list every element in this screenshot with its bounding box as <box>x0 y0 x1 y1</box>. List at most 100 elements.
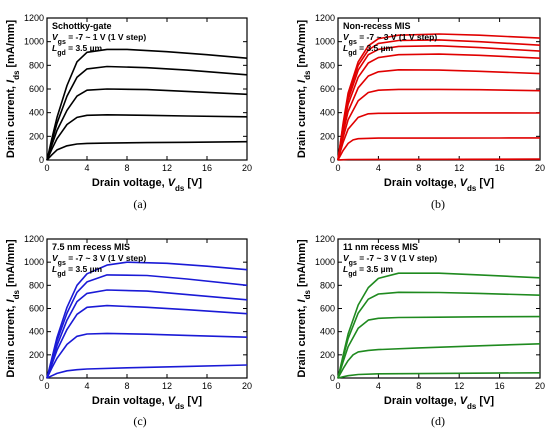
y-tick-label: 200 <box>320 350 335 360</box>
x-tick-label: 8 <box>124 163 129 173</box>
y-tick-label: 1000 <box>315 257 335 267</box>
y-tick-label: 600 <box>29 304 44 314</box>
series-line-2 <box>337 343 541 379</box>
y-tick-label: 0 <box>39 373 44 383</box>
device-label: 11 nm recess MIS <box>343 242 418 252</box>
x-tick-label: 12 <box>454 163 464 173</box>
vgs-range-label: Vgs = -7 ~ 1 V (1 V step) <box>52 32 146 46</box>
x-tick-label: 12 <box>454 381 464 391</box>
x-axis-label: Drain voltage, Vds [V] <box>92 395 203 411</box>
y-tick-label: 0 <box>39 155 44 165</box>
y-tick-label: 1200 <box>315 13 335 23</box>
series-line-6 <box>46 261 248 379</box>
series-line-4 <box>337 88 541 161</box>
series-line-3 <box>337 315 541 379</box>
y-tick-label: 600 <box>320 84 335 94</box>
y-tick-label: 1000 <box>24 257 44 267</box>
device-label: 7.5 nm recess MIS <box>52 242 130 252</box>
panel-caption: (d) <box>431 414 445 428</box>
x-axis-label: Drain voltage, Vds [V] <box>384 177 495 193</box>
series-line-1 <box>46 140 248 161</box>
x-tick-label: 16 <box>495 163 505 173</box>
x-tick-label: 0 <box>335 163 340 173</box>
y-tick-label: 200 <box>320 131 335 141</box>
y-tick-label: 800 <box>29 280 44 290</box>
series-line-1 <box>46 364 248 379</box>
x-tick-label: 20 <box>242 163 252 173</box>
lgd-label: Lgd = 3.5 µm <box>343 264 394 278</box>
panel-b: 0 4 8 12 16 20020040060080010001200Non-recess… <box>296 13 545 211</box>
lgd-label: Lgd = 3.5 µm <box>343 43 394 57</box>
y-tick-label: 1200 <box>24 13 44 23</box>
x-tick-label: 20 <box>242 381 252 391</box>
x-tick-label: 0 <box>335 381 340 391</box>
series-line-3 <box>337 112 541 161</box>
series-line-4 <box>46 65 248 161</box>
series-line-3 <box>46 88 248 161</box>
series-line-8 <box>337 39 541 161</box>
panel-caption: (b) <box>431 197 445 211</box>
y-tick-label: 0 <box>330 155 335 165</box>
series-line-4 <box>46 289 248 379</box>
device-label: Schottky-gate <box>52 21 112 31</box>
x-tick-label: 0 <box>44 381 49 391</box>
series-line-5 <box>337 272 541 379</box>
y-tick-label: 600 <box>320 304 335 314</box>
y-tick-label: 200 <box>29 350 44 360</box>
x-tick-label: 20 <box>535 381 545 391</box>
series-line-4 <box>337 291 541 379</box>
x-tick-label: 0 <box>44 163 49 173</box>
series-line-2 <box>46 114 248 161</box>
y-axis-label: Drain current, Ids [mA/mm] <box>5 20 21 159</box>
y-tick-label: 400 <box>29 108 44 118</box>
y-tick-label: 800 <box>320 60 335 70</box>
series-line-2 <box>337 137 541 161</box>
series-line-3 <box>46 304 248 379</box>
y-tick-label: 400 <box>320 327 335 337</box>
vgs-range-label: Vgs = -7 ~ 3 V (1 V step) <box>343 32 437 46</box>
x-tick-label: 4 <box>376 163 381 173</box>
x-tick-label: 8 <box>416 163 421 173</box>
vgs-range-label: Vgs = -7 ~ 3 V (1 V step) <box>343 253 437 267</box>
x-tick-label: 16 <box>495 381 505 391</box>
series-line-1 <box>337 372 541 379</box>
x-tick-label: 12 <box>162 381 172 391</box>
y-axis-label: Drain current, Ids [mA/mm] <box>296 20 312 159</box>
y-tick-label: 200 <box>29 131 44 141</box>
x-tick-label: 20 <box>535 163 545 173</box>
lgd-label: Lgd = 3.5 µm <box>52 264 103 278</box>
series-line-5 <box>337 69 541 161</box>
series-line-2 <box>46 332 248 379</box>
y-tick-label: 1000 <box>24 37 44 47</box>
y-tick-label: 1200 <box>24 234 44 244</box>
series-line-5 <box>46 48 248 161</box>
x-tick-label: 4 <box>84 381 89 391</box>
panel-caption: (a) <box>133 197 146 211</box>
y-tick-label: 800 <box>29 60 44 70</box>
x-axis-label: Drain voltage, Vds [V] <box>92 177 203 193</box>
x-tick-label: 16 <box>202 163 212 173</box>
x-axis-label: Drain voltage, Vds [V] <box>384 395 495 411</box>
y-tick-label: 1200 <box>315 234 335 244</box>
y-tick-label: 600 <box>29 84 44 94</box>
y-tick-label: 400 <box>29 327 44 337</box>
x-tick-label: 12 <box>162 163 172 173</box>
panel-a: 0 4 8 12 16 20020040060080010001200Schottky-g… <box>5 13 252 211</box>
x-tick-label: 8 <box>416 381 421 391</box>
panel-caption: (c) <box>133 414 146 428</box>
x-tick-label: 8 <box>124 381 129 391</box>
series-line-9 <box>337 33 541 161</box>
y-tick-label: 1000 <box>315 37 335 47</box>
vgs-range-label: Vgs = -7 ~ 3 V (1 V step) <box>52 253 146 267</box>
x-tick-label: 4 <box>376 381 381 391</box>
device-label: Non-recess MIS <box>343 21 411 31</box>
series-line-1 <box>337 158 541 161</box>
y-axis-label: Drain current, Ids [mA/mm] <box>5 239 21 378</box>
x-tick-label: 4 <box>84 163 89 173</box>
x-tick-label: 16 <box>202 381 212 391</box>
y-tick-label: 0 <box>330 373 335 383</box>
y-tick-label: 400 <box>320 108 335 118</box>
